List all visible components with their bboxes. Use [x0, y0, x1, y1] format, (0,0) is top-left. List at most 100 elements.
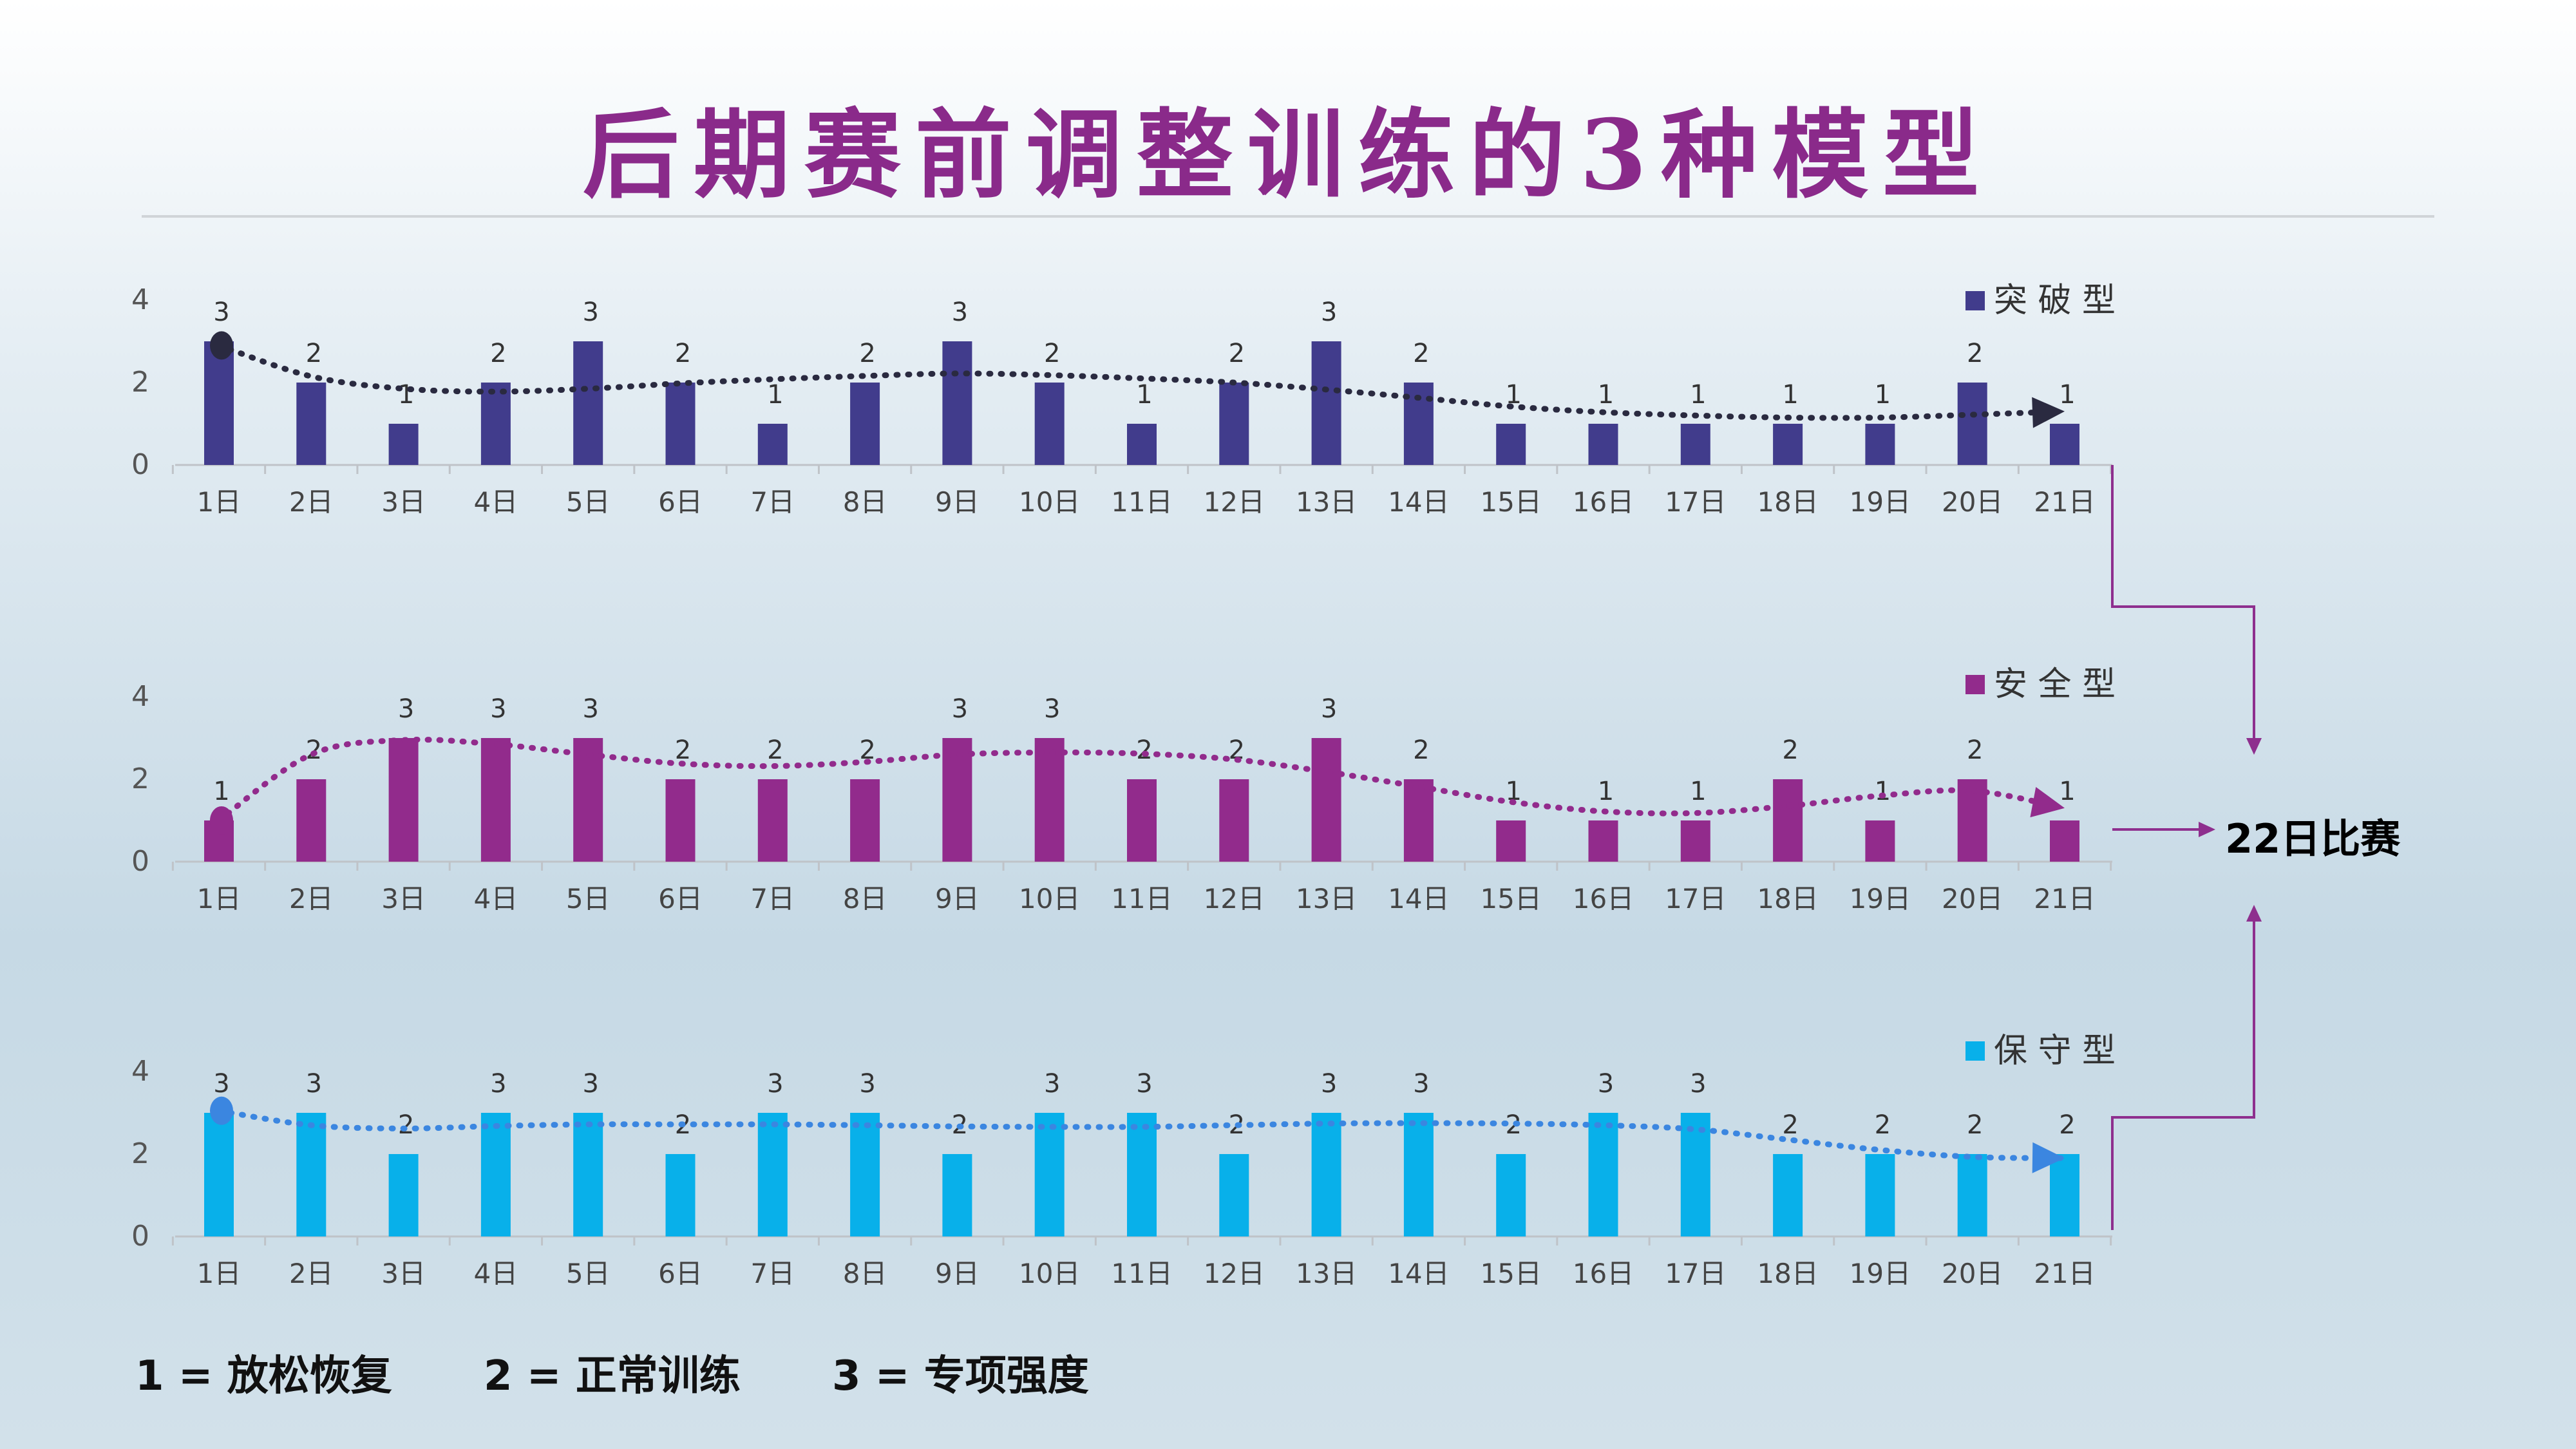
data-label: 3 [582, 694, 598, 724]
bar [757, 424, 788, 465]
x-tick-label: 15日 [1480, 883, 1541, 914]
data-label: 3 [582, 1069, 598, 1099]
title-divider [142, 215, 2434, 218]
data-label: 1 [767, 380, 783, 410]
x-tick-label: 17日 [1665, 486, 1726, 518]
bar [1127, 424, 1157, 465]
bar [850, 1113, 880, 1236]
bar [1680, 820, 1710, 862]
data-label: 2 [2059, 1110, 2075, 1140]
bar [1403, 779, 1434, 862]
bar [1680, 1113, 1710, 1236]
data-label: 2 [1229, 339, 1245, 368]
bar [388, 738, 419, 862]
x-tick-label: 3日 [381, 1258, 426, 1289]
trend-line [216, 342, 2068, 421]
chart-1: 024 31日22日13日24日35日26日17日28日39日210日111日21… [131, 281, 2116, 518]
x-tick-label: 5日 [566, 486, 611, 518]
bar [1127, 1113, 1157, 1236]
y-tick-label: 4 [131, 680, 149, 713]
x-tick-label: 11日 [1111, 883, 1172, 914]
bar [1034, 383, 1065, 465]
legend-label: 安 全 型 [1994, 665, 2116, 704]
legend-swatch [1965, 1041, 1985, 1061]
legend-swatch [1965, 675, 1985, 694]
x-tick-label: 21日 [2034, 883, 2095, 914]
x-tick-label: 1日 [197, 486, 242, 518]
data-label: 3 [306, 1069, 322, 1099]
x-tick-label: 7日 [750, 1258, 795, 1289]
trend-end-arrow [2030, 786, 2065, 818]
data-label: 3 [1598, 1069, 1614, 1099]
bar [1957, 1154, 1987, 1236]
data-label: 1 [398, 380, 414, 410]
data-label: 3 [767, 1069, 783, 1099]
x-tick-label: 13日 [1296, 883, 1357, 914]
x-tick-label: 11日 [1111, 1258, 1172, 1289]
bar [1403, 1113, 1434, 1236]
x-tick-label: 2日 [289, 486, 334, 518]
x-tick-label: 4日 [474, 486, 518, 518]
data-label: 2 [1967, 735, 1983, 765]
data-label: 2 [1044, 339, 1060, 368]
x-tick-label: 18日 [1757, 883, 1818, 914]
bar [1588, 1113, 1618, 1236]
x-tick-label: 1日 [197, 1258, 242, 1289]
data-label: 3 [213, 298, 229, 327]
bar [1588, 424, 1618, 465]
bar [1034, 1113, 1065, 1236]
data-label: 2 [490, 339, 506, 368]
data-label: 1 [2059, 380, 2075, 410]
bar [296, 383, 327, 465]
x-tick-label: 5日 [566, 1258, 611, 1289]
data-label: 1 [1875, 777, 1891, 806]
data-label: 2 [1875, 1110, 1891, 1140]
trend-line [216, 736, 2068, 824]
x-tick-label: 2日 [289, 1258, 334, 1289]
connector-top [2111, 465, 2255, 741]
data-label: 2 [675, 735, 691, 765]
bar [1773, 424, 1803, 465]
x-tick-label: 13日 [1296, 1258, 1357, 1289]
x-tick-label: 12日 [1204, 1258, 1265, 1289]
x-tick-label: 14日 [1388, 486, 1449, 518]
bar [1311, 738, 1341, 862]
x-tick-label: 19日 [1850, 1258, 1911, 1289]
data-label: 1 [1690, 380, 1706, 410]
data-label: 2 [306, 339, 322, 368]
chart-3: 024 31日32日23日34日35日26日37日38日29日310日311日21… [131, 1032, 2116, 1289]
data-label: 2 [859, 339, 875, 368]
data-label: 3 [1321, 298, 1337, 327]
note-item-1: 1 = 放松恢复 [135, 1352, 392, 1400]
data-label: 3 [398, 694, 414, 724]
x-tick-label: 16日 [1573, 883, 1634, 914]
x-tick-label: 16日 [1573, 1258, 1634, 1289]
x-tick-label: 1日 [197, 883, 242, 914]
x-tick-label: 12日 [1204, 486, 1265, 518]
bar [1773, 1154, 1803, 1236]
x-tick-label: 15日 [1480, 1258, 1541, 1289]
x-tick-label: 7日 [750, 486, 795, 518]
data-label: 2 [1967, 1110, 1983, 1140]
bar [665, 383, 696, 465]
data-label: 2 [675, 339, 691, 368]
bar [296, 1113, 327, 1236]
data-label: 2 [1782, 735, 1798, 765]
x-tick-label: 11日 [1111, 486, 1172, 518]
y-tick-label: 2 [131, 762, 149, 795]
trend-end-arrow [2032, 1142, 2065, 1173]
bar [850, 779, 880, 862]
data-label: 3 [213, 1069, 229, 1099]
connector-bottom-arrow [2246, 905, 2262, 922]
bar [1680, 424, 1710, 465]
bar [1588, 820, 1618, 862]
x-tick-label: 3日 [381, 883, 426, 914]
y-tick-label: 4 [131, 283, 149, 316]
data-label: 3 [952, 694, 968, 724]
x-tick-label: 9日 [935, 883, 980, 914]
bar [1496, 820, 1526, 862]
data-label: 1 [1875, 380, 1891, 410]
x-tick-label: 20日 [1942, 486, 2003, 518]
bar [665, 779, 696, 862]
y-tick-label: 2 [131, 366, 149, 399]
